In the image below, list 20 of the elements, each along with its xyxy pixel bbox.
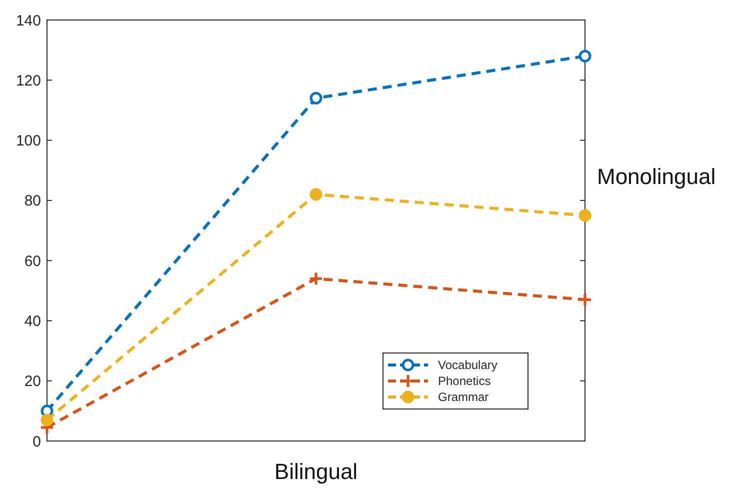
y-tick-label: 140 bbox=[16, 12, 41, 30]
point bbox=[578, 209, 592, 222]
text: Bilingual bbox=[274, 459, 358, 484]
point bbox=[40, 414, 54, 426]
y-tick-label: 20 bbox=[24, 373, 41, 390]
y-tick-label: 80 bbox=[24, 192, 41, 210]
point bbox=[310, 92, 322, 104]
y-tick-label: 100 bbox=[16, 132, 41, 150]
y-tick-label: 60 bbox=[24, 252, 41, 270]
point bbox=[579, 294, 591, 306]
y-tick-label: 0 bbox=[32, 433, 41, 450]
point bbox=[310, 188, 322, 201]
point bbox=[578, 50, 592, 62]
text: Monolingual bbox=[597, 164, 716, 189]
y-tick-label: 40 bbox=[24, 312, 41, 330]
legend-label: Vocabulary bbox=[438, 358, 498, 372]
legend-label: Phonetics bbox=[438, 374, 491, 388]
point bbox=[310, 272, 322, 285]
y-tick-label: 120 bbox=[16, 72, 41, 90]
legend-label: Grammar bbox=[438, 390, 489, 404]
